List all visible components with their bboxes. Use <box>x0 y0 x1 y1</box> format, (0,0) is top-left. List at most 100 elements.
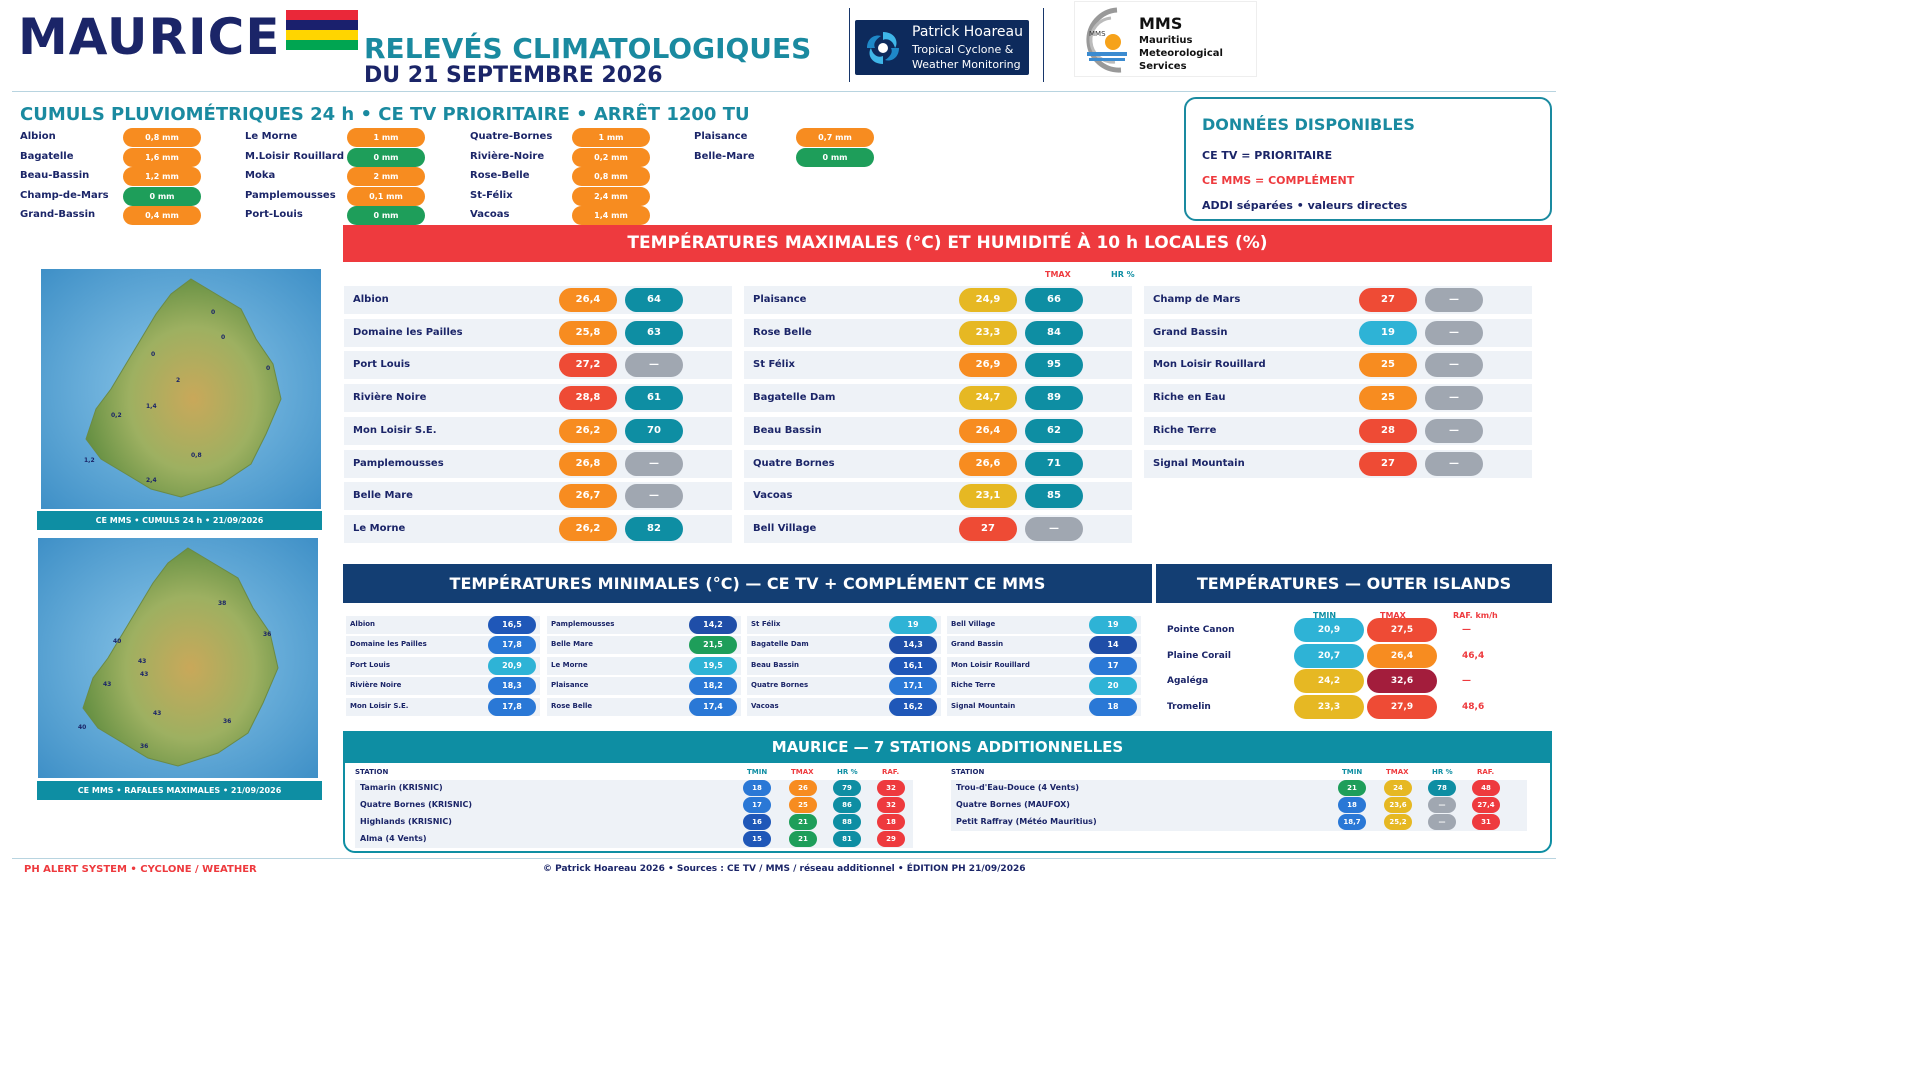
rain-map-value: 0 <box>221 334 226 341</box>
tmax-station-name: Port Louis <box>353 359 411 371</box>
tmax-value-pill: 26,8 <box>559 451 617 476</box>
rain-station-name: M.Loisir Rouillard <box>245 150 345 162</box>
additional-station-header: STATION <box>951 768 985 776</box>
ph-logo-sub1: Tropical Cyclone & <box>912 43 1014 56</box>
rain-station-name: St-Félix <box>470 189 513 201</box>
additional-hr-pill: — <box>1428 797 1456 813</box>
outer-gust-value: 48,6 <box>1462 701 1485 712</box>
rain-map-value: 2,4 <box>146 477 157 484</box>
additional-hr-pill: — <box>1428 814 1456 830</box>
rain-value-pill: 0 mm <box>123 186 201 206</box>
rain-map-value: 0 <box>266 365 271 372</box>
additional-row <box>951 814 1527 831</box>
gust-map-value: 43 <box>138 658 147 665</box>
additional-tmin-pill: 17 <box>743 797 771 813</box>
tmin-station-name: Beau Bassin <box>751 660 800 669</box>
tmax-value-pill: 27 <box>1359 451 1417 476</box>
rain-station-name: Rose-Belle <box>470 170 530 182</box>
additional-row <box>355 797 913 814</box>
flag-stripe-yellow <box>286 30 358 40</box>
humidity-value-pill: — <box>1425 418 1483 443</box>
tmax-station-name: Mon Loisir Rouillard <box>1153 359 1266 371</box>
tmax-station-name: Albion <box>353 294 389 305</box>
rain-station-name: Le Morne <box>245 131 298 142</box>
additional-tmax-pill: 21 <box>789 831 817 847</box>
additional-gust-pill: 31 <box>1472 814 1500 830</box>
additional-hr-pill: 88 <box>833 814 861 830</box>
flag-stripe-blue <box>286 20 358 30</box>
outer-gust-value: — <box>1462 676 1471 686</box>
humidity-value-pill: — <box>1425 288 1483 312</box>
tmin-station-name: Domaine les Pailles <box>350 640 427 649</box>
data-availability-box: DONNÉES DISPONIBLES CE TV = PRIORITAIRE … <box>1184 97 1552 221</box>
rain-map-value: 0 <box>211 309 216 316</box>
rain-map-value: 0 <box>151 351 156 358</box>
tmax-station-name: Rivière Noire <box>353 392 427 404</box>
humidity-value-pill: 66 <box>1025 288 1083 312</box>
tmax-station-name: Bell Village <box>753 522 817 534</box>
tmax-station-name: Riche en Eau <box>1153 392 1226 404</box>
humidity-value-pill: 71 <box>1025 451 1083 476</box>
tmin-value-pill: 17,8 <box>488 636 536 655</box>
rain-value-pill: 0,4 mm <box>123 206 201 226</box>
additional-hr-header: HR % <box>837 768 858 776</box>
outer-islands-banner: TEMPÉRATURES — OUTER ISLANDS <box>1156 564 1552 603</box>
rain-station-name: Champ-de-Mars <box>20 189 109 201</box>
additional-tmin-header: TMIN <box>747 768 768 776</box>
additional-tmax-pill: 26 <box>789 780 817 796</box>
additional-hr-pill: 79 <box>833 780 861 796</box>
additional-tmax-header: TMAX <box>1386 768 1409 776</box>
additional-tmax-pill: 24 <box>1384 780 1412 796</box>
additional-gust-pill: 48 <box>1472 780 1500 796</box>
tmin-station-name: Riche Terre <box>951 681 996 690</box>
mms-logo: MMS MMS Mauritius Meteorological Services <box>1074 1 1257 77</box>
header-divider <box>849 8 850 82</box>
rain-map-value: 2 <box>176 377 181 384</box>
rain-value-pill: 1,4 mm <box>572 206 650 226</box>
ph-logo-subtitle: Tropical Cyclone & Weather Monitoring <box>912 42 1021 72</box>
tmin-value-pill: 16,5 <box>488 616 536 634</box>
outer-gust-value: — <box>1462 625 1471 635</box>
tmin-station-name: Rose Belle <box>551 701 593 710</box>
humidity-value-pill: 89 <box>1025 386 1083 411</box>
rain-station-name: Beau-Bassin <box>20 170 90 182</box>
tmax-station-name: Quatre Bornes <box>753 457 835 469</box>
tmin-station-name: Signal Mountain <box>951 701 1016 710</box>
additional-station-name: Quatre Bornes (MAUFOX) <box>956 800 1070 809</box>
tmax-station-name: Pamplemousses <box>353 457 444 469</box>
tmax-station-name: Belle Mare <box>353 490 413 502</box>
tmin-value-pill: 20 <box>1089 677 1137 696</box>
gust-map-value: 43 <box>140 671 149 678</box>
outer-tmin-pill: 24,2 <box>1294 669 1364 693</box>
tmin-value-pill: 14,2 <box>689 616 737 634</box>
rain-map-caption: CE MMS • CUMULS 24 h • 21/09/2026 <box>37 511 322 530</box>
tmax-value-pill: 26,4 <box>959 418 1017 443</box>
outer-gust-header: RAF. km/h <box>1453 611 1498 620</box>
additional-gust-header: RAF. <box>882 768 900 776</box>
tmax-station-name: Bagatelle Dam <box>753 392 836 404</box>
tmin-value-pill: 18,2 <box>689 677 737 696</box>
additional-tmax-header: TMAX <box>791 768 814 776</box>
tmin-station-name: Albion <box>350 620 376 628</box>
tmin-station-name: Pamplemousses <box>551 620 615 628</box>
footer-rule <box>12 858 1556 859</box>
additional-tmin-header: TMIN <box>1342 768 1363 776</box>
tmax-station-name: Champ de Mars <box>1153 294 1241 305</box>
additional-tmin-pill: 18,7 <box>1338 814 1366 830</box>
rain-value-pill: 0,7 mm <box>796 128 874 147</box>
rain-map-value: 1,2 <box>84 457 95 464</box>
gust-map: 38 36 40 43 43 43 43 40 36 36 <box>38 538 318 778</box>
availability-line-2: CE MMS = COMPLÉMENT <box>1202 174 1355 187</box>
tmax-station-name: St Félix <box>753 359 795 371</box>
footer-credits: © Patrick Hoareau 2026 • Sources : CE TV… <box>543 864 1026 874</box>
rain-value-pill: 0,1 mm <box>347 186 425 206</box>
additional-station-name: Trou-d'Eau-Douce (4 Vents) <box>956 783 1079 792</box>
additional-tmin-pill: 18 <box>1338 797 1366 813</box>
additional-station-name: Petit Raffray (Météo Mauritius) <box>956 817 1097 826</box>
mms-emblem-icon: MMS <box>1086 7 1127 73</box>
outer-tmax-pill: 27,9 <box>1367 694 1437 719</box>
patrick-hoareau-logo: Patrick Hoareau Tropical Cyclone & Weathe… <box>855 20 1029 75</box>
additional-gust-pill: 29 <box>877 831 905 847</box>
rain-station-name: Plaisance <box>694 131 748 142</box>
tmax-station-name: Grand Bassin <box>1153 326 1228 338</box>
